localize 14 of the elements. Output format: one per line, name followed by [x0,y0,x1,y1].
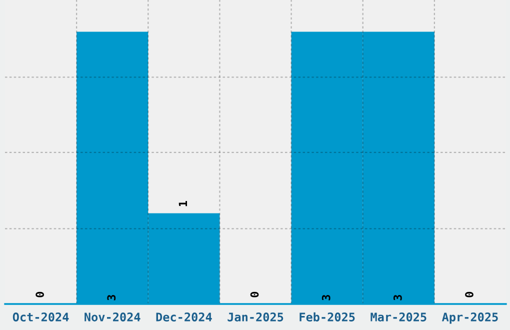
x-tick-label: Feb-2025 [300,312,355,322]
x-tick-label: Mar-2025 [370,312,426,322]
x-tick-label: Dec-2024 [156,312,212,322]
data-label: 3 [393,294,402,300]
x-tick-label: Nov-2024 [84,312,140,322]
data-label: 1 [178,201,187,206]
x-tick-label: Apr-2025 [442,312,498,324]
data-label: 0 [465,292,474,298]
data-label: 3 [107,294,116,300]
data-label: 3 [322,294,330,300]
data-label: 0 [250,292,259,298]
data-label: 0 [36,292,44,298]
x-tick-label: Oct-2024 [12,312,69,322]
x-tick-label: Jan-2025 [228,312,284,322]
